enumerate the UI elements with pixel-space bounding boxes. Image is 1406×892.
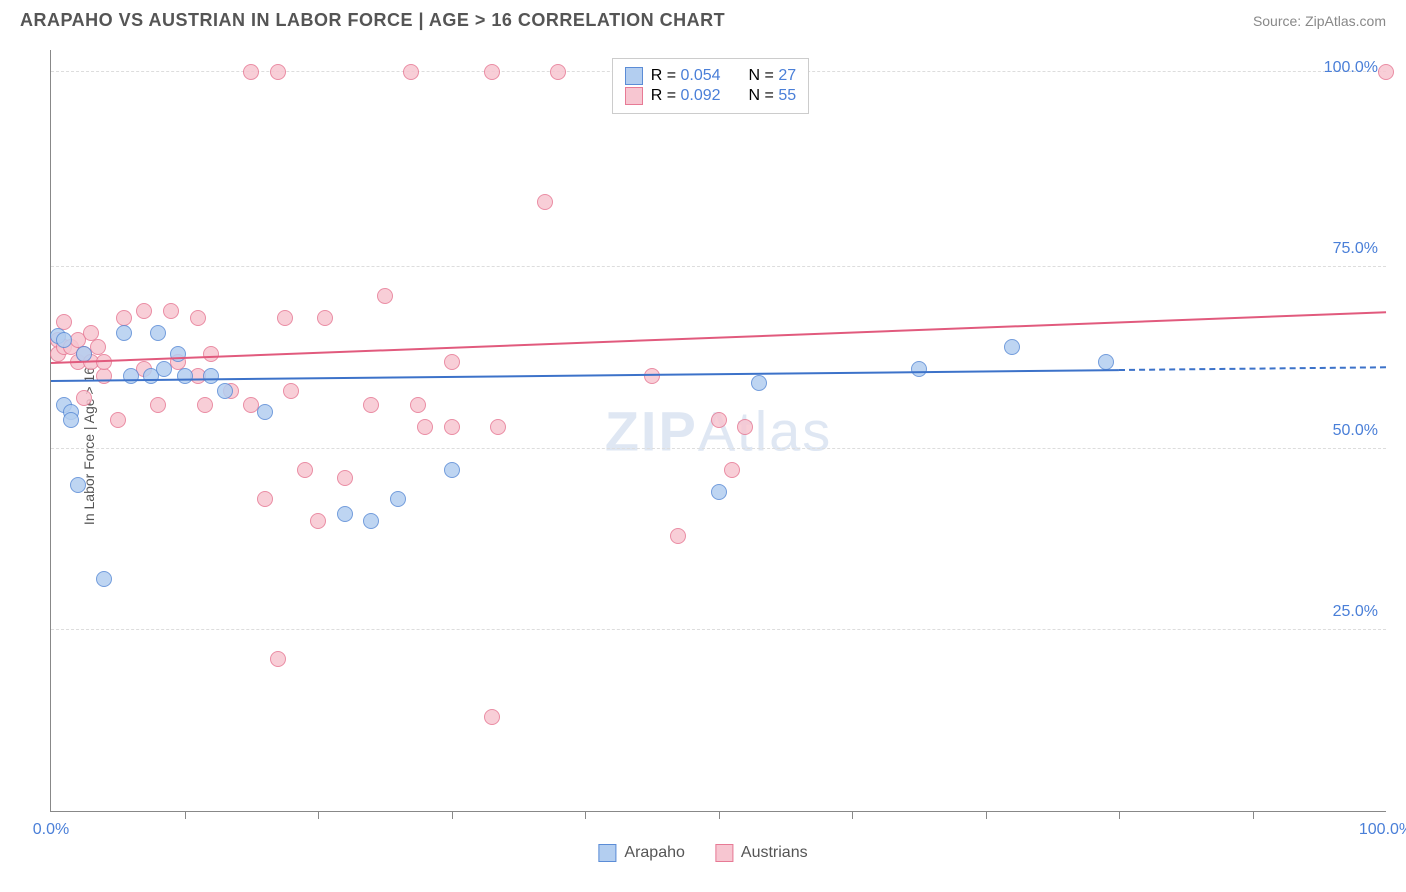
data-point xyxy=(177,368,193,384)
data-point xyxy=(150,325,166,341)
data-point xyxy=(163,303,179,319)
legend-swatch xyxy=(715,844,733,862)
data-point xyxy=(751,375,767,391)
legend-row: R = 0.054 N = 27 xyxy=(625,67,796,85)
legend-n-label: N = 55 xyxy=(749,87,797,105)
data-point xyxy=(737,419,753,435)
data-point xyxy=(277,310,293,326)
data-point xyxy=(390,491,406,507)
data-point xyxy=(96,571,112,587)
data-point xyxy=(1098,354,1114,370)
data-point xyxy=(670,528,686,544)
data-point xyxy=(217,383,233,399)
data-point xyxy=(377,288,393,304)
data-point xyxy=(444,419,460,435)
legend-series-label: Austrians xyxy=(741,844,808,862)
data-point xyxy=(190,310,206,326)
x-tick-mark xyxy=(452,811,453,819)
x-tick-mark xyxy=(185,811,186,819)
y-tick-label: 25.0% xyxy=(1333,603,1378,621)
data-point xyxy=(417,419,433,435)
data-point xyxy=(911,361,927,377)
data-point xyxy=(297,462,313,478)
data-point xyxy=(116,325,132,341)
y-tick-label: 50.0% xyxy=(1333,422,1378,440)
data-point xyxy=(410,397,426,413)
data-point xyxy=(550,64,566,80)
y-tick-label: 100.0% xyxy=(1324,59,1378,77)
data-point xyxy=(711,412,727,428)
legend-series-label: Arapaho xyxy=(624,844,685,862)
data-point xyxy=(63,412,79,428)
data-point xyxy=(123,368,139,384)
watermark: ZIPAtlas xyxy=(605,398,833,463)
x-tick-mark xyxy=(585,811,586,819)
legend-row: R = 0.092 N = 55 xyxy=(625,87,796,105)
data-point xyxy=(270,64,286,80)
trend-line-dashed xyxy=(1119,366,1386,371)
legend-n-label: N = 27 xyxy=(749,67,797,85)
source-attribution: Source: ZipAtlas.com xyxy=(1253,13,1386,29)
x-tick-mark xyxy=(719,811,720,819)
y-tick-label: 75.0% xyxy=(1333,240,1378,258)
legend-swatch xyxy=(625,87,643,105)
data-point xyxy=(203,346,219,362)
data-point xyxy=(243,64,259,80)
legend-swatch xyxy=(625,67,643,85)
gridline xyxy=(51,448,1386,449)
legend-item: Arapaho xyxy=(598,844,685,862)
data-point xyxy=(156,361,172,377)
data-point xyxy=(56,332,72,348)
data-point xyxy=(363,397,379,413)
data-point xyxy=(490,419,506,435)
data-point xyxy=(283,383,299,399)
data-point xyxy=(76,390,92,406)
data-point xyxy=(444,354,460,370)
legend-r-label: R = 0.054 xyxy=(651,67,721,85)
data-point xyxy=(537,194,553,210)
x-tick-mark xyxy=(1253,811,1254,819)
data-point xyxy=(484,709,500,725)
data-point xyxy=(310,513,326,529)
data-point xyxy=(403,64,419,80)
legend-item: Austrians xyxy=(715,844,808,862)
data-point xyxy=(136,303,152,319)
data-point xyxy=(1004,339,1020,355)
data-point xyxy=(257,404,273,420)
chart-title: ARAPAHO VS AUSTRIAN IN LABOR FORCE | AGE… xyxy=(20,10,725,31)
data-point xyxy=(644,368,660,384)
correlation-legend: R = 0.054 N = 27 R = 0.092 N = 55 xyxy=(612,58,809,114)
scatter-chart: ZIPAtlas 25.0%50.0%75.0%100.0%0.0%100.0%… xyxy=(50,50,1386,812)
gridline xyxy=(51,629,1386,630)
x-tick-label: 0.0% xyxy=(33,821,69,839)
data-point xyxy=(257,491,273,507)
data-point xyxy=(1378,64,1394,80)
x-tick-mark xyxy=(986,811,987,819)
data-point xyxy=(197,397,213,413)
legend-bottom: Arapaho Austrians xyxy=(598,844,807,862)
data-point xyxy=(70,477,86,493)
data-point xyxy=(96,368,112,384)
legend-r-label: R = 0.092 xyxy=(651,87,721,105)
data-point xyxy=(337,470,353,486)
data-point xyxy=(484,64,500,80)
data-point xyxy=(444,462,460,478)
x-tick-mark xyxy=(318,811,319,819)
x-tick-mark xyxy=(1119,811,1120,819)
data-point xyxy=(724,462,740,478)
data-point xyxy=(110,412,126,428)
trend-line xyxy=(51,311,1386,364)
data-point xyxy=(337,506,353,522)
x-tick-label: 100.0% xyxy=(1359,821,1406,839)
gridline xyxy=(51,266,1386,267)
data-point xyxy=(711,484,727,500)
data-point xyxy=(150,397,166,413)
data-point xyxy=(170,346,186,362)
data-point xyxy=(363,513,379,529)
legend-swatch xyxy=(598,844,616,862)
data-point xyxy=(317,310,333,326)
data-point xyxy=(270,651,286,667)
x-tick-mark xyxy=(852,811,853,819)
data-point xyxy=(203,368,219,384)
